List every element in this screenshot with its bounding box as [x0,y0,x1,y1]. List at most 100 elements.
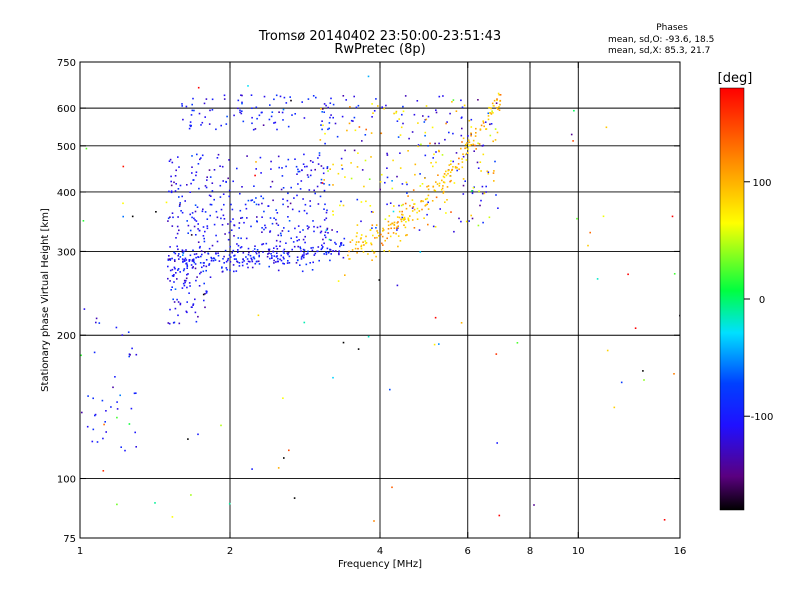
data-point [232,249,235,252]
data-point [494,139,497,141]
data-point [266,255,269,258]
data-point [471,192,474,195]
data-point [320,230,323,233]
data-point [170,180,172,183]
data-point [377,105,379,107]
data-point [200,255,202,258]
data-point [189,125,192,128]
data-point [348,122,351,125]
phases-x-stats: mean, sd,X: 85.3, 21.7 [608,46,710,56]
data-point [193,217,195,220]
data-point [165,201,168,204]
data-point [191,109,194,112]
grid-lines [80,62,680,538]
data-point [277,467,280,469]
data-point [472,139,475,142]
data-point [288,220,291,222]
data-point [282,203,284,206]
data-point [496,442,498,444]
data-point [300,250,302,252]
data-point [332,103,335,106]
y-tick-label: 600 [57,104,76,115]
data-point [185,262,187,265]
data-point [357,152,359,154]
data-point [227,223,229,225]
data-point [482,120,484,122]
data-point [314,252,317,255]
data-point [189,191,191,193]
data-point [473,150,475,152]
data-point [115,326,118,329]
data-point [460,220,462,223]
data-point [425,204,427,206]
data-point [282,187,285,189]
data-point [305,253,308,255]
data-point [189,229,192,232]
data-point [498,106,500,108]
data-point [397,136,400,138]
data-point [179,203,181,206]
data-point [252,128,255,131]
y-tick-label: 100 [57,475,76,486]
data-point [312,261,314,264]
data-point [367,253,369,255]
data-point [182,282,185,285]
data-point [273,259,275,262]
data-point [475,148,477,150]
data-point [438,149,440,152]
data-point [445,212,447,214]
data-point [401,183,404,185]
data-point [309,160,312,162]
data-point [365,200,367,203]
x-axis-label: Frequency [MHz] [338,559,422,570]
data-point [475,132,477,134]
data-point [403,219,405,221]
data-point [244,203,247,206]
data-point [240,217,242,219]
data-point [290,237,292,240]
data-point [620,381,623,384]
data-point [194,263,197,265]
data-point [444,138,446,141]
data-point [436,183,439,185]
data-point [201,266,203,269]
data-point [482,122,485,124]
data-point [467,152,469,154]
data-point [269,104,271,106]
data-point [338,252,340,254]
data-point [385,104,387,107]
data-point [423,121,426,123]
data-point [209,109,211,112]
data-point [181,251,184,253]
data-point [195,174,197,177]
data-point [225,267,228,269]
data-point [516,342,519,344]
data-point [176,225,179,228]
data-point [602,215,605,218]
data-point [320,248,323,251]
data-point [596,278,599,280]
data-point [116,408,119,410]
data-point [209,214,211,217]
data-point [181,103,183,105]
data-point [643,379,645,381]
data-point [221,271,224,273]
data-point [303,153,305,156]
data-point [177,248,179,251]
data-point [258,255,260,258]
data-point [277,257,279,260]
data-point [461,141,463,143]
data-point [493,99,496,102]
data-point [246,155,248,157]
data-point [320,124,322,126]
data-point [433,189,436,191]
data-point [487,171,490,173]
data-point [168,258,171,260]
data-point [223,218,226,220]
data-point [281,230,284,232]
data-point [282,256,285,259]
data-point [287,192,289,195]
data-point [499,94,502,96]
data-point [417,122,419,124]
data-point [217,254,220,257]
